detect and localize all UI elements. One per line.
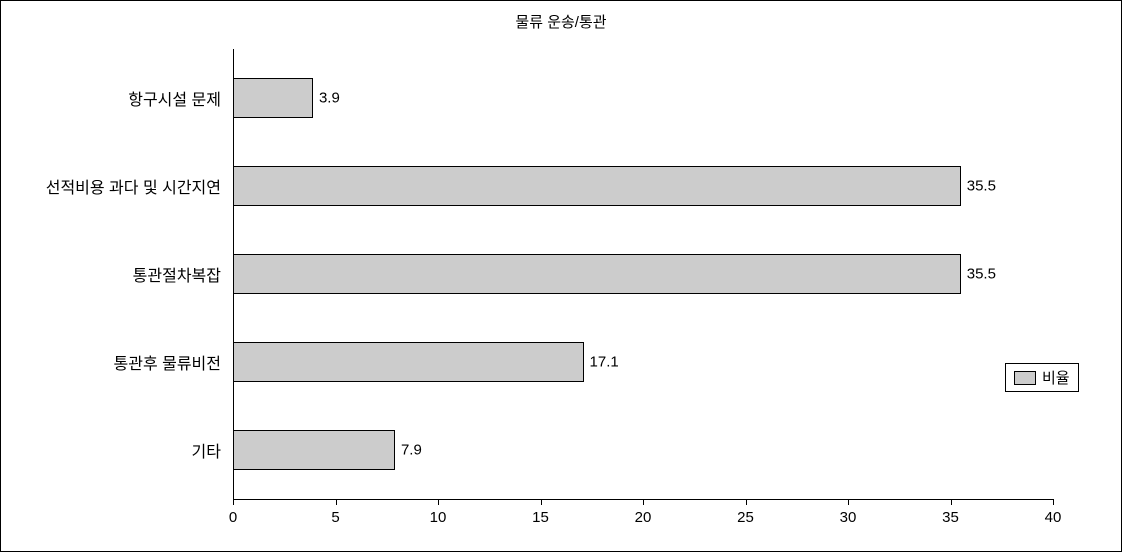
x-tick-label: 40 — [1045, 509, 1062, 526]
category-label: 통관절차복잡 — [133, 262, 221, 286]
x-tick — [233, 499, 234, 505]
x-tick-label: 5 — [331, 509, 339, 526]
x-tick-label: 20 — [635, 509, 652, 526]
x-tick — [643, 499, 644, 505]
category-label: 선적비용 과다 및 시간지연 — [46, 174, 221, 198]
value-label: 3.9 — [319, 90, 340, 107]
legend-label: 비율 — [1042, 367, 1070, 388]
x-tick-label: 0 — [229, 509, 237, 526]
legend: 비율 — [1005, 363, 1079, 392]
x-tick — [746, 499, 747, 505]
x-tick — [438, 499, 439, 505]
value-label: 35.5 — [967, 266, 996, 283]
value-label: 7.9 — [401, 442, 422, 459]
category-label: 기타 — [192, 438, 221, 462]
x-tick — [1053, 499, 1054, 505]
x-tick-label: 25 — [737, 509, 754, 526]
legend-swatch — [1014, 371, 1036, 385]
x-tick — [541, 499, 542, 505]
bar — [233, 342, 584, 382]
value-label: 35.5 — [967, 178, 996, 195]
chart-title: 물류 운송/통관 — [1, 11, 1121, 32]
x-tick — [848, 499, 849, 505]
bar — [233, 166, 961, 206]
category-label: 항구시설 문제 — [128, 86, 221, 110]
x-tick — [951, 499, 952, 505]
category-label: 통관후 물류비전 — [114, 350, 222, 374]
bar — [233, 430, 395, 470]
chart-frame: 물류 운송/통관 비율 0 5 10 15 20 25 30 35 40 항구시설 문제 3.9 선적… — [0, 0, 1122, 552]
value-label: 17.1 — [590, 354, 619, 371]
x-tick-label: 35 — [942, 509, 959, 526]
bar — [233, 78, 313, 118]
x-tick — [336, 499, 337, 505]
x-tick-label: 10 — [430, 509, 447, 526]
x-tick-label: 15 — [532, 509, 549, 526]
bar — [233, 254, 961, 294]
x-tick-label: 30 — [840, 509, 857, 526]
